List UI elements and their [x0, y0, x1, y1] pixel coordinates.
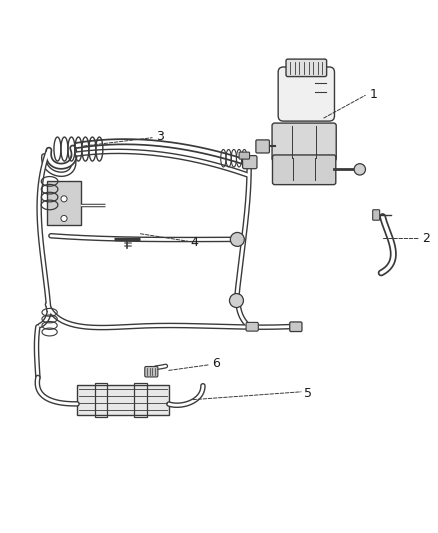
Text: 2: 2 — [422, 232, 430, 245]
Text: 6: 6 — [212, 357, 220, 370]
FancyBboxPatch shape — [278, 67, 335, 121]
Circle shape — [230, 232, 244, 246]
FancyBboxPatch shape — [239, 152, 250, 159]
FancyBboxPatch shape — [290, 322, 302, 332]
FancyBboxPatch shape — [286, 59, 327, 77]
FancyBboxPatch shape — [145, 367, 158, 377]
FancyBboxPatch shape — [243, 156, 257, 169]
Circle shape — [354, 164, 365, 175]
Text: 5: 5 — [304, 386, 312, 400]
Text: 1: 1 — [370, 87, 378, 101]
Circle shape — [230, 294, 244, 308]
FancyBboxPatch shape — [373, 210, 380, 220]
FancyBboxPatch shape — [272, 123, 336, 161]
Circle shape — [61, 196, 67, 202]
Text: 4: 4 — [191, 236, 198, 249]
FancyBboxPatch shape — [47, 181, 81, 225]
FancyBboxPatch shape — [256, 140, 269, 153]
Text: 3: 3 — [155, 130, 163, 143]
FancyBboxPatch shape — [77, 385, 169, 415]
FancyBboxPatch shape — [272, 155, 336, 184]
FancyBboxPatch shape — [246, 322, 258, 331]
Circle shape — [61, 215, 67, 222]
